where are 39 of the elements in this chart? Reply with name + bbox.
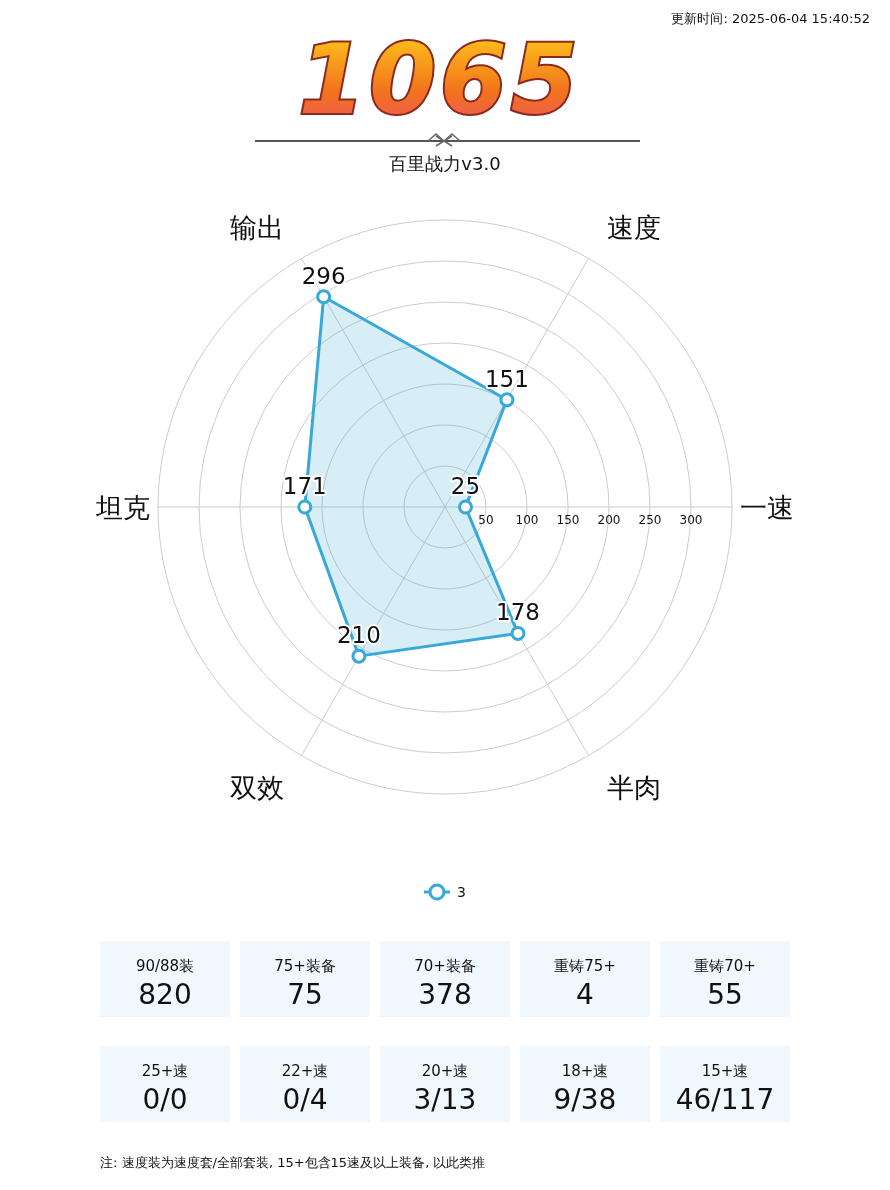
text: 90/88装 bbox=[135, 957, 195, 975]
text: 70+装备 bbox=[414, 957, 476, 975]
text: 重铸70+ bbox=[694, 957, 756, 975]
data-label: 151 bbox=[484, 365, 529, 392]
data-label: 296 bbox=[301, 262, 346, 289]
text: 378 bbox=[418, 978, 472, 1011]
spoke-label: 双效 bbox=[229, 771, 284, 803]
chart-title: 1065 bbox=[298, 24, 582, 136]
y-tick-label: 300 bbox=[679, 513, 703, 527]
text: 4 bbox=[576, 978, 594, 1011]
text: 重铸75+ bbox=[554, 957, 616, 975]
text: 更新时间: 2025-06-04 15:40:52 bbox=[671, 11, 870, 26]
legend-label: 3 bbox=[457, 884, 466, 900]
text: 3/13 bbox=[413, 1083, 477, 1116]
text: 18+速 bbox=[561, 1062, 609, 1080]
text: 75+装备 bbox=[274, 957, 336, 975]
y-tick-label: 100 bbox=[515, 513, 539, 527]
spoke-label: 坦克 bbox=[95, 492, 150, 523]
text: 注: 速度装为速度套/全部套装, 15+包含15速及以上装备, 以此类推 bbox=[100, 1155, 486, 1170]
text: 15+速 bbox=[701, 1062, 749, 1080]
text: 820 bbox=[138, 978, 192, 1011]
text: 20+速 bbox=[421, 1062, 469, 1080]
text: 9/38 bbox=[553, 1083, 617, 1116]
text: 55 bbox=[707, 978, 743, 1011]
spoke-label: 速度 bbox=[606, 212, 661, 244]
text: 0/0 bbox=[142, 1083, 188, 1116]
spoke-label: 半肉 bbox=[606, 771, 661, 803]
spoke-label: 一速 bbox=[740, 492, 794, 523]
y-tick-label: 50 bbox=[478, 513, 494, 527]
y-tick-label: 150 bbox=[556, 513, 580, 527]
text: 22+速 bbox=[281, 1062, 329, 1080]
text: 75 bbox=[287, 978, 323, 1011]
y-tick-label: 200 bbox=[597, 513, 621, 527]
y-tick-label: 250 bbox=[638, 513, 662, 527]
text: 25+速 bbox=[141, 1062, 189, 1080]
text: 0/4 bbox=[282, 1083, 328, 1116]
spoke-label: 输出 bbox=[229, 212, 284, 244]
text: 46/117 bbox=[675, 1083, 775, 1116]
chart-subtitle: 百里战力v3.0 bbox=[389, 153, 501, 174]
